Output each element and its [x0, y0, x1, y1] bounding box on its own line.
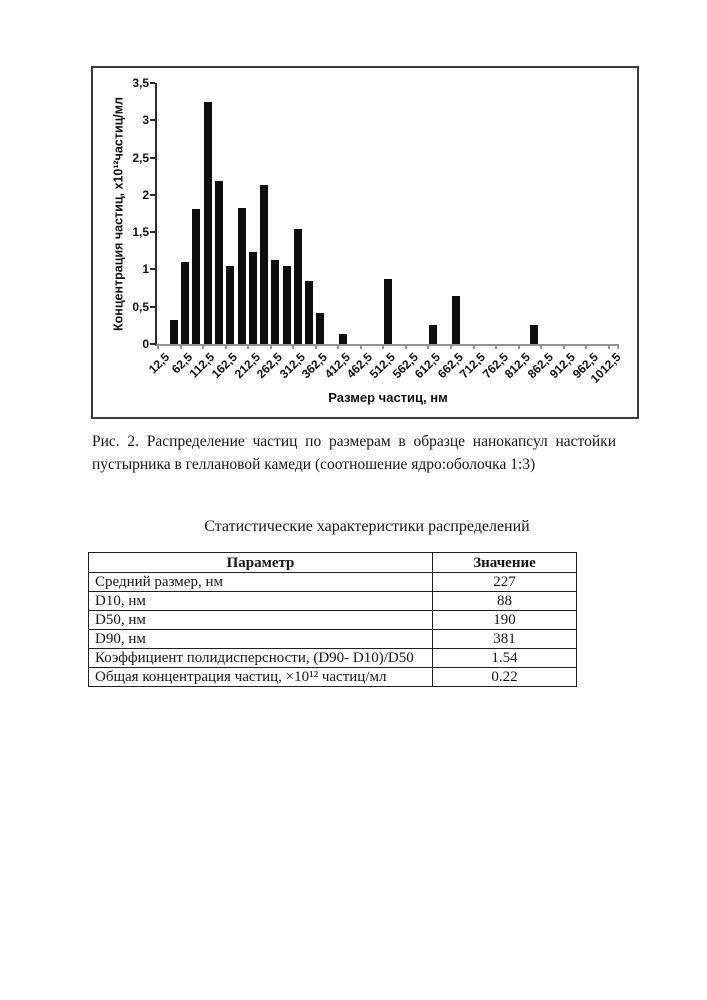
- y-axis-tick-mark: [150, 156, 155, 159]
- x-axis-tick-mark: [314, 346, 317, 349]
- table-title: Статистические характеристики распределе…: [204, 518, 530, 535]
- figure-caption-line-1: Рис. 2. Распределение частиц по размерам…: [92, 433, 616, 450]
- y-axis-tick-mark: [150, 193, 155, 196]
- x-axis-tick-mark: [617, 346, 619, 349]
- histogram-bar: [530, 324, 539, 344]
- x-axis-tick-mark: [404, 346, 407, 349]
- x-axis-tick-mark: [607, 346, 610, 349]
- x-axis-tick-mark: [179, 346, 182, 349]
- y-axis-tick-mark: [150, 119, 155, 122]
- value-cell: 227: [432, 572, 577, 592]
- y-axis-tick-label: 3,5: [132, 76, 149, 90]
- x-axis-tick-mark: [292, 346, 295, 349]
- histogram-bar: [181, 261, 190, 344]
- histogram-bar: [214, 181, 223, 344]
- figure-caption: Рис. 2. Распределение частиц по размерам…: [92, 430, 616, 476]
- histogram-bar: [203, 102, 212, 344]
- x-axis-tick-mark: [495, 346, 498, 349]
- plot-area: 0 0,5 1 1,5 2 2,5 3 3,5 12,5 62,5 112,5 162,5 212,5 2…: [132, 76, 623, 386]
- histogram-bar: [248, 252, 257, 344]
- parameter-cell: Общая концентрация частиц, ×10¹² частиц/…: [87, 667, 434, 687]
- column-header-value: Значение: [432, 552, 577, 573]
- y-axis-tick-mark: [150, 305, 155, 308]
- y-axis-tick-label: 2,5: [132, 150, 149, 165]
- column-header-parameter: Параметр: [87, 552, 434, 573]
- x-axis-tick-mark: [562, 346, 565, 349]
- y-axis-tick-label: 1,5: [132, 225, 149, 240]
- parameter-cell: D50, нм: [87, 610, 434, 630]
- x-axis-tick-mark: [427, 346, 430, 349]
- parameter-cell: D90, нм: [87, 629, 434, 649]
- histogram-bar: [293, 229, 302, 344]
- table-row: D50, нм 190: [87, 610, 577, 630]
- x-axis-tick-label: 162,5: [209, 350, 241, 382]
- y-axis-tick-mark: [150, 231, 155, 234]
- histogram-bar: [282, 266, 291, 344]
- x-axis-tick-mark: [269, 346, 272, 349]
- parameter-cell: Средний размер, нм: [87, 572, 434, 592]
- stats-table: Параметр Значение Средний размер, нм 227 D…: [87, 552, 577, 687]
- figure-caption-line-2: пустырника в геллановой камеди (соотноше…: [92, 456, 536, 473]
- y-axis-title: Концентрация частиц, х10¹²частиц/мл: [111, 97, 126, 331]
- y-axis-tick-label: 0,5: [132, 299, 149, 314]
- x-axis-tick-mark: [449, 346, 452, 349]
- particle-size-histogram: Концентрация частиц, х10¹²частиц/мл 0 0,5…: [91, 66, 639, 419]
- x-axis-tick-mark: [157, 346, 159, 349]
- table-row: Средний размер, нм 227: [87, 572, 577, 592]
- x-axis-tick-mark: [359, 346, 362, 349]
- histogram-bar: [338, 333, 347, 344]
- histogram-bar: [226, 265, 235, 344]
- parameter-cell: D10, нм: [87, 591, 434, 611]
- histogram-bar: [271, 259, 280, 344]
- x-axis-tick-label: 512,5: [366, 350, 398, 382]
- x-axis-title: Размер частиц, нм: [328, 390, 448, 405]
- histogram-bar: [384, 279, 392, 344]
- y-axis-tick-mark: [150, 343, 155, 345]
- x-axis-tick-mark: [540, 346, 543, 349]
- x-axis-tick-mark: [202, 346, 205, 349]
- x-axis-tick-mark: [247, 346, 250, 349]
- y-axis-tick-label: 1: [142, 262, 149, 277]
- y-axis-tick-mark: [150, 82, 155, 84]
- histogram-bar: [192, 209, 201, 344]
- x-axis-tick-mark: [224, 346, 227, 349]
- x-axis-tick-mark: [382, 346, 385, 349]
- y-axis-tick-mark: [150, 268, 155, 271]
- table-header-row: Параметр Значение: [87, 552, 577, 573]
- x-axis-tick-mark: [337, 346, 340, 349]
- table-row: Общая концентрация частиц, ×10¹² частиц/…: [87, 667, 577, 687]
- y-axis-tick-label: 3: [142, 113, 149, 128]
- histogram-bar: [316, 313, 325, 344]
- y-axis-tick-label: 2: [142, 187, 149, 202]
- value-cell: 1.54: [432, 648, 577, 668]
- x-axis-tick-label: 12,5: [146, 350, 173, 377]
- histogram-bar: [451, 295, 460, 344]
- histogram-bar: [305, 281, 314, 344]
- histogram-bar: [169, 320, 178, 344]
- histogram-bar: [260, 185, 269, 344]
- value-cell: 88: [432, 591, 577, 611]
- histogram-bar: [429, 324, 438, 344]
- parameter-cell: Коэффициент полидисперсности, (D90- D10)…: [87, 648, 434, 668]
- table-row: D90, нм 381: [87, 629, 577, 649]
- y-axis-tick-label: 0: [142, 337, 149, 351]
- value-cell: 0.22: [432, 667, 577, 687]
- table-row: D10, нм 88: [87, 591, 577, 611]
- histogram-bar: [237, 208, 246, 344]
- table-row: Коэффициент полидисперсности, (D90- D10)…: [87, 648, 577, 668]
- x-axis-tick-mark: [472, 346, 475, 349]
- x-axis-tick-mark: [585, 346, 588, 349]
- value-cell: 190: [432, 610, 577, 630]
- x-axis-tick-mark: [517, 346, 520, 349]
- value-cell: 381: [432, 629, 577, 649]
